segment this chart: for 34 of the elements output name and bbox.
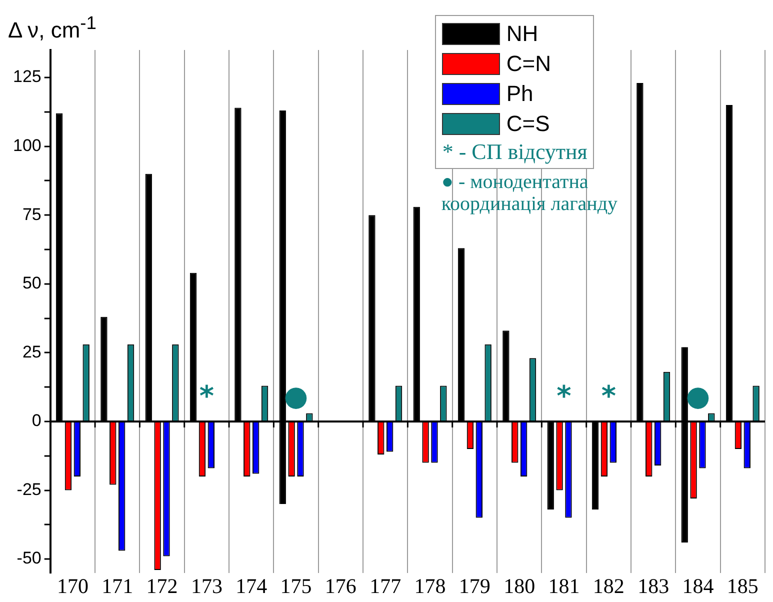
- y-tick-label: -50: [16, 548, 42, 568]
- x-tick-label: 179: [458, 574, 490, 598]
- x-tick-label: 176: [324, 574, 356, 598]
- x-tick-label: 177: [370, 574, 402, 598]
- y-tick-label: 100: [12, 136, 42, 155]
- x-tick-label: 178: [414, 574, 446, 598]
- legend-label: C=S: [506, 111, 550, 137]
- legend-label: NH: [506, 21, 538, 47]
- x-tick-label: 181: [548, 574, 580, 598]
- y-tick-label: 75: [22, 204, 42, 224]
- x-tick-label: 185: [726, 574, 758, 598]
- annotation: * - СП відсутня: [442, 139, 588, 165]
- legend-label: C=N: [506, 51, 551, 77]
- x-tick-label: 171: [102, 574, 134, 598]
- x-tick-label: 174: [236, 574, 268, 598]
- y-tick-label: 125: [12, 67, 42, 86]
- y-tick-label: 0: [32, 411, 42, 430]
- x-tick-label: 180: [504, 574, 536, 598]
- annotation: *: [601, 380, 616, 413]
- y-axis-title: Δ ν, cm$^{-1}$: [8, 12, 96, 44]
- x-tick-label: 173: [190, 574, 222, 598]
- x-tick-label: 183: [638, 574, 670, 598]
- x-tick-label: 184: [682, 574, 714, 598]
- annotation: *: [199, 380, 214, 413]
- y-tick-label: 25: [22, 342, 42, 362]
- x-tick-label: 175: [280, 574, 312, 598]
- y-tick-label: 50: [22, 274, 42, 293]
- annotation: ● - монодентатна координація лаганду: [441, 171, 619, 215]
- y-tick-label: -25: [16, 480, 42, 499]
- x-tick-label: 172: [146, 574, 178, 598]
- x-tick-label: 170: [56, 574, 88, 598]
- legend-label: Ph: [506, 81, 534, 107]
- x-tick-label: 182: [592, 574, 624, 598]
- annotation: *: [556, 380, 572, 413]
